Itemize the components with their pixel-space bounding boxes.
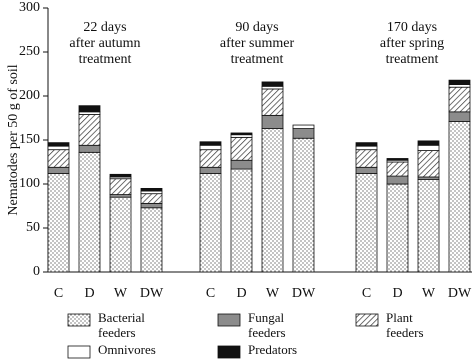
bar-segment: [199, 144, 222, 151]
bar-segment: [386, 175, 409, 185]
x-tick-label: DW: [448, 286, 472, 301]
bar-segment: [355, 173, 378, 273]
bar-segment: [448, 79, 471, 85]
group-annotation: 90 days after summer treatment: [219, 20, 295, 67]
x-tick-label: W: [422, 286, 436, 301]
bar-segment: [140, 202, 163, 209]
legend-label: Bacterial feeders: [98, 310, 145, 340]
group-annotation: 170 days after spring treatment: [379, 20, 445, 67]
legend-swatch: [217, 313, 241, 327]
x-tick-label: C: [362, 286, 371, 301]
group-annotation: 22 days after autumn treatment: [69, 20, 141, 67]
bar-segment: [230, 132, 253, 136]
legend-swatch: [217, 345, 241, 359]
bar-segment: [199, 141, 222, 146]
bar-segment: [109, 196, 132, 273]
bar-segment: [140, 193, 163, 204]
bar-segment: [355, 145, 378, 151]
bar-segment: [386, 183, 409, 273]
bar-segment: [78, 114, 101, 146]
bar-segment: [199, 166, 222, 174]
y-tick-label: 200: [19, 88, 40, 103]
x-tick-label: D: [84, 286, 94, 301]
bar-segment: [47, 173, 70, 273]
bar-segment: [355, 142, 378, 147]
x-tick-label: D: [236, 286, 246, 301]
bar-segment: [292, 137, 315, 273]
x-tick-label: C: [54, 286, 63, 301]
y-tick-label: 100: [19, 176, 40, 191]
bar-segment: [417, 140, 440, 146]
x-tick-label: D: [392, 286, 402, 301]
bar-segment: [292, 128, 315, 139]
bar-segment: [417, 144, 440, 151]
bar-segment: [109, 178, 132, 195]
bar-segment: [199, 149, 222, 168]
x-tick-label: DW: [292, 286, 316, 301]
legend-label: Fungal feeders: [248, 310, 286, 340]
y-tick-label: 300: [19, 0, 40, 15]
x-tick-label: W: [266, 286, 280, 301]
bar-segment: [386, 158, 409, 161]
legend-swatch: [67, 345, 91, 359]
bar-segment: [261, 88, 284, 116]
bar-segment: [261, 114, 284, 129]
y-axis-label: Nematodes per 50 g of soil: [6, 64, 21, 215]
y-tick-label: 250: [19, 44, 40, 59]
bar-segment: [78, 144, 101, 153]
bar-segment: [355, 149, 378, 168]
bar-segment: [230, 159, 253, 170]
bar-segment: [78, 151, 101, 273]
y-tick-label: 150: [19, 132, 40, 147]
bar-segment: [292, 124, 315, 129]
bar-segment: [47, 166, 70, 174]
bar-segment: [47, 145, 70, 151]
bar-segment: [199, 173, 222, 273]
x-tick-label: W: [114, 286, 128, 301]
bar-segment: [109, 173, 132, 178]
bar-segment: [230, 136, 253, 161]
bar-segment: [140, 207, 163, 273]
bar-segment: [355, 166, 378, 174]
bar-segment: [140, 187, 163, 192]
y-tick-label: 50: [26, 220, 40, 235]
bar-segment: [448, 86, 471, 113]
legend-label: Omnivores: [98, 342, 156, 357]
legend-label: Plant feeders: [386, 310, 424, 340]
legend-swatch: [67, 313, 91, 327]
y-tick-label: 0: [33, 264, 40, 279]
bar-segment: [417, 150, 440, 178]
x-tick-label: DW: [140, 286, 164, 301]
bar-segment: [448, 121, 471, 273]
bar-segment: [448, 111, 471, 122]
legend-label: Predators: [248, 342, 298, 357]
x-tick-label: C: [206, 286, 215, 301]
bar-segment: [417, 179, 440, 273]
bar-segment: [386, 161, 409, 177]
bar-segment: [47, 149, 70, 168]
bar-segment: [261, 128, 284, 273]
bar-segment: [230, 168, 253, 273]
legend-swatch: [355, 313, 379, 327]
bar-segment: [261, 81, 284, 87]
bar-segment: [78, 105, 101, 113]
bar-segment: [47, 142, 70, 147]
